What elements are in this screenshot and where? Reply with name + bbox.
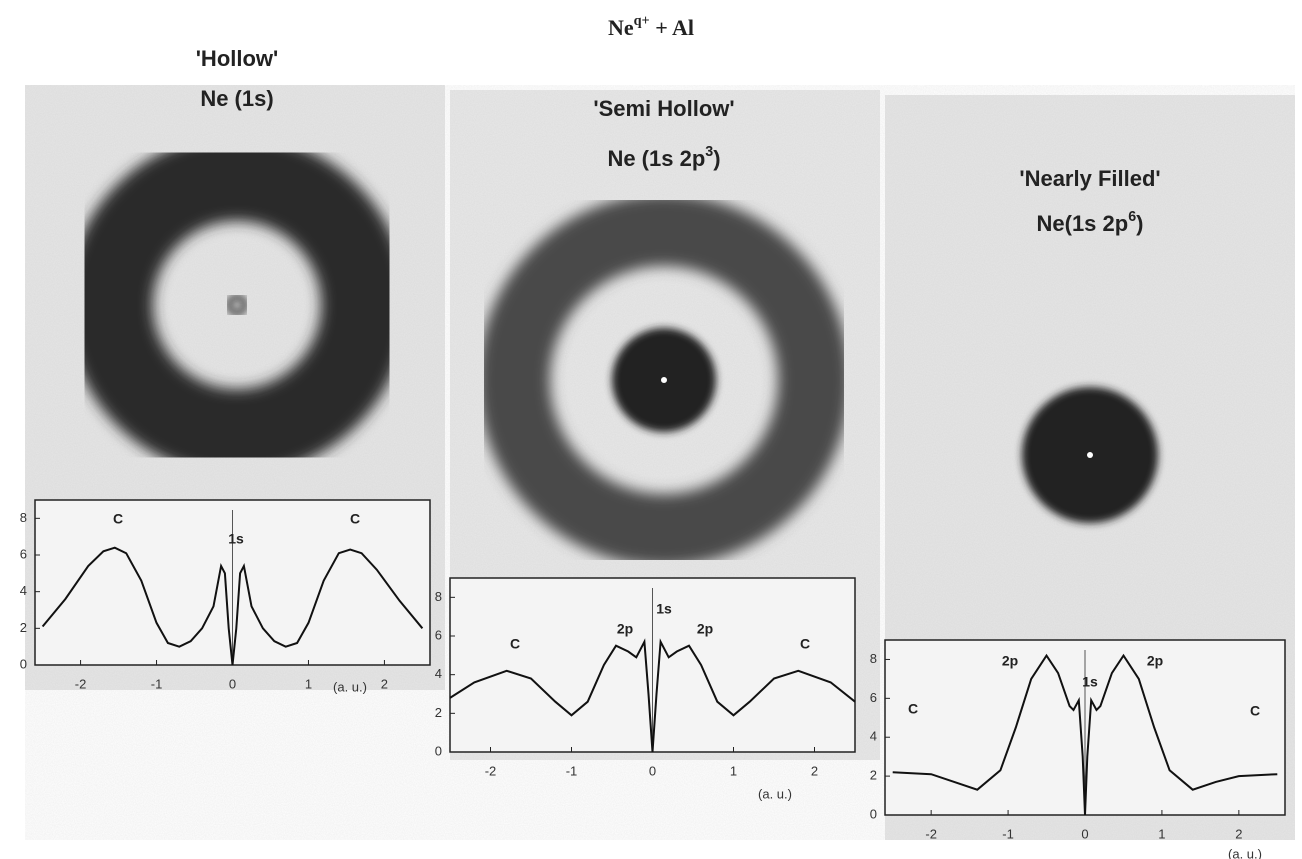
y-tick-label: 4: [870, 729, 877, 744]
annotation: C: [510, 636, 520, 652]
y-tick-label: 4: [20, 583, 27, 598]
panel-title: 'Hollow': [196, 46, 279, 71]
annotation: 1s: [228, 531, 244, 547]
data-line: [41, 546, 424, 666]
y-tick-label: 0: [435, 743, 442, 758]
y-tick-label: 2: [435, 705, 442, 720]
y-tick-label: 4: [435, 666, 442, 681]
y-tick-label: 6: [20, 546, 27, 561]
panel-title: Ne (1s 2p3): [607, 144, 720, 171]
x-axis-label: (a. u.): [333, 679, 367, 694]
x-tick-label: 2: [811, 763, 818, 778]
x-axis-label: (a. u.): [758, 786, 792, 801]
panel: 'Semi Hollow' Ne (1s 2p3) 0 2 4 6 8 -2 -1 0 1 2 (a. …: [435, 96, 856, 801]
panel: 'Hollow' Ne (1s) 0 2 4 6 8 -2 -1 0 1 2 (a. u.) C 1s C: [20, 46, 431, 694]
text-part: ): [713, 146, 720, 171]
x-axis-label: (a. u.): [1228, 846, 1262, 859]
y-tick-label: 6: [435, 627, 442, 642]
y-tick-label: 8: [435, 589, 442, 604]
text-part: + Al: [650, 15, 694, 40]
panel-title: 'Semi Hollow': [593, 96, 734, 121]
annotation: 1s: [1082, 674, 1098, 690]
annotation: 2p: [617, 621, 633, 637]
annotation: 1s: [656, 601, 672, 617]
y-tick-label: 0: [20, 656, 27, 671]
annotation: C: [1250, 703, 1260, 719]
annotation: 2p: [1002, 653, 1018, 669]
x-tick-label: -2: [485, 763, 497, 778]
x-tick-label: 2: [381, 676, 388, 691]
x-tick-label: 0: [1081, 826, 1088, 841]
data-line: [449, 638, 856, 753]
x-tick-label: -1: [1002, 826, 1014, 841]
y-tick-label: 2: [20, 620, 27, 635]
annotation: 2p: [1147, 653, 1163, 669]
annotation: C: [113, 511, 123, 527]
annotation: C: [350, 511, 360, 527]
text-part: Ne (1s): [200, 86, 273, 111]
x-tick-label: 0: [229, 676, 236, 691]
y-tick-label: 8: [870, 651, 877, 666]
y-tick-label: 0: [870, 806, 877, 821]
x-tick-label: -1: [151, 676, 163, 691]
annotation: C: [800, 636, 810, 652]
x-tick-label: 0: [649, 763, 656, 778]
text-part: Ne (1s 2p: [607, 146, 705, 171]
superscript: 6: [1128, 209, 1136, 225]
figure-title: Neq+ + Al: [608, 13, 694, 40]
text-part: ): [1136, 211, 1143, 236]
panel-title: 'Nearly Filled': [1019, 166, 1160, 191]
x-tick-label: 2: [1235, 826, 1242, 841]
text-part: 'Semi Hollow': [593, 96, 734, 121]
superscript: 3: [705, 144, 713, 160]
y-tick-label: 6: [870, 690, 877, 705]
x-tick-label: 1: [1158, 826, 1165, 841]
annotation: 2p: [697, 621, 713, 637]
text-part: Ne(1s 2p: [1037, 211, 1129, 236]
y-tick-label: 2: [870, 768, 877, 783]
x-tick-label: 1: [730, 763, 737, 778]
superscript: q+: [634, 13, 650, 29]
panel-title: Ne (1s): [200, 86, 273, 111]
panel-title: Ne(1s 2p6): [1037, 209, 1144, 236]
data-line: [892, 653, 1278, 816]
x-tick-label: 1: [305, 676, 312, 691]
x-tick-label: -2: [925, 826, 937, 841]
annotation: C: [908, 701, 918, 717]
x-tick-label: -2: [75, 676, 87, 691]
text-part: 'Nearly Filled': [1019, 166, 1160, 191]
y-tick-label: 8: [20, 510, 27, 525]
text-part: Ne: [608, 15, 634, 40]
text-part: 'Hollow': [196, 46, 279, 71]
x-tick-label: -1: [566, 763, 578, 778]
